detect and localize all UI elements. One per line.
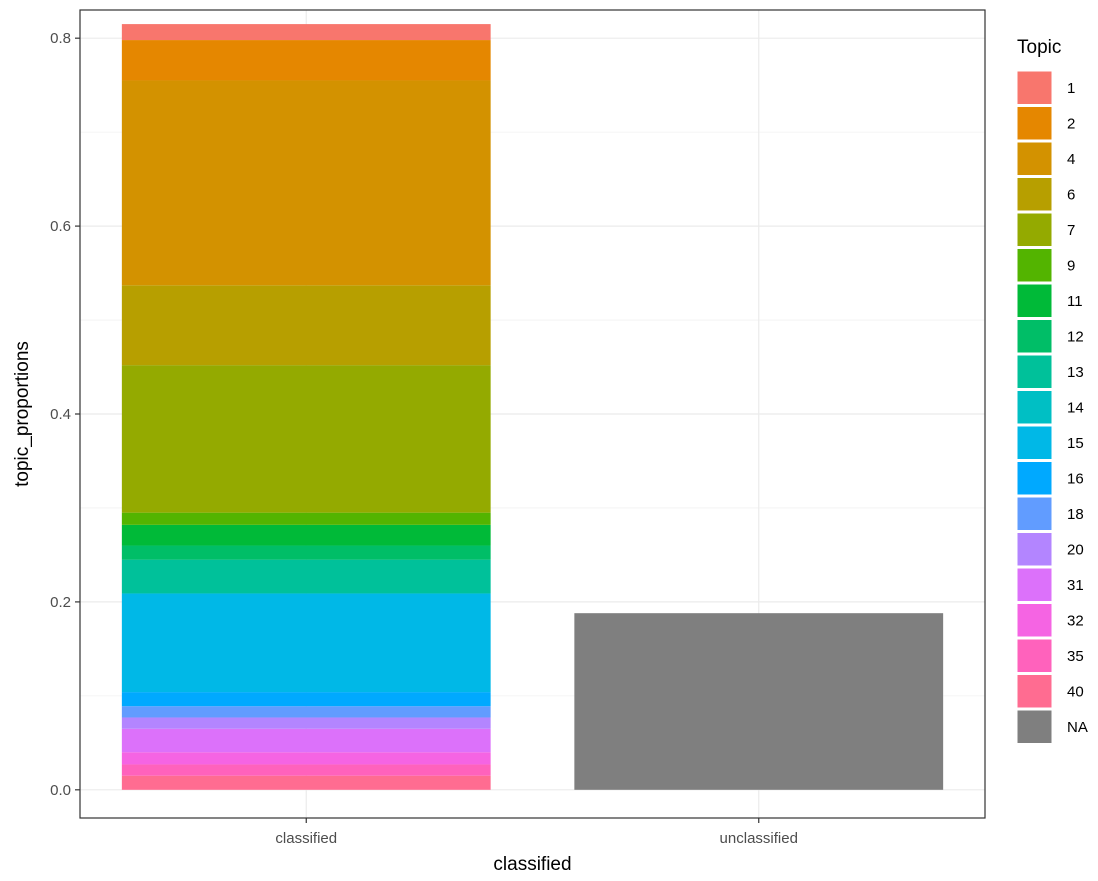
bar-segment-topic-7 bbox=[121, 365, 491, 513]
bar-segment-topic-35 bbox=[121, 764, 491, 776]
bar-segment-topic-31 bbox=[121, 728, 491, 753]
bar-segment-topic-40 bbox=[121, 775, 491, 790]
legend-key-topic-18 bbox=[1016, 496, 1053, 531]
legend-label: 18 bbox=[1067, 506, 1084, 523]
legend-label: 14 bbox=[1067, 399, 1084, 416]
bar-segment-topic-2 bbox=[121, 40, 491, 81]
bar-segment-topic-4 bbox=[121, 80, 491, 286]
legend-label: 7 bbox=[1067, 222, 1075, 239]
bar-segment-topic-13 bbox=[121, 559, 491, 594]
legend-title: Topic bbox=[1017, 37, 1061, 58]
legend-label: 40 bbox=[1067, 683, 1084, 700]
x-tick-label: classified bbox=[275, 830, 337, 847]
legend-label: 6 bbox=[1067, 186, 1075, 203]
legend-key-topic-12 bbox=[1016, 319, 1053, 354]
legend-key-topic-11 bbox=[1016, 283, 1053, 318]
legend-label: 16 bbox=[1067, 470, 1084, 487]
bar-segment-topic-18 bbox=[121, 706, 491, 718]
legend-label: 35 bbox=[1067, 648, 1084, 665]
legend-key-topic-4 bbox=[1016, 141, 1053, 176]
legend-label: 9 bbox=[1067, 257, 1075, 274]
legend-label: 4 bbox=[1067, 151, 1075, 168]
legend-key-topic-1 bbox=[1016, 70, 1053, 105]
legend-key-topic-9 bbox=[1016, 248, 1053, 283]
legend-key-topic-32 bbox=[1016, 603, 1053, 638]
legend-label: 2 bbox=[1067, 115, 1075, 132]
y-tick-label: 0.2 bbox=[50, 594, 71, 611]
y-tick-label: 0.6 bbox=[50, 218, 71, 235]
bar-segment-topic-15 bbox=[121, 593, 491, 693]
legend-key-topic-2 bbox=[1016, 106, 1053, 141]
legend-label: 11 bbox=[1067, 293, 1083, 310]
legend-label: 12 bbox=[1067, 328, 1084, 345]
legend-label: 32 bbox=[1067, 612, 1084, 629]
bar-segment-topic-6 bbox=[121, 285, 491, 366]
legend-label: 15 bbox=[1067, 435, 1084, 452]
bar-segment-topic-9 bbox=[121, 512, 491, 525]
bar-segment-topic-32 bbox=[121, 752, 491, 765]
x-axis-title: classified bbox=[493, 854, 571, 875]
legend-key-topic-6 bbox=[1016, 177, 1053, 212]
y-axis-title: topic_proportions bbox=[12, 341, 33, 487]
legend-key-topic-NA bbox=[1016, 709, 1053, 744]
legend-key-topic-40 bbox=[1016, 674, 1053, 709]
x-axis: classified unclassified bbox=[275, 818, 798, 847]
bars bbox=[121, 24, 944, 790]
bar-segment-topic-1 bbox=[121, 24, 491, 41]
y-axis: 0.0 0.2 0.4 0.6 0.8 bbox=[50, 30, 80, 799]
legend-key-topic-7 bbox=[1016, 212, 1053, 247]
bar-segment-topic-20 bbox=[121, 717, 491, 729]
y-tick-label: 0.4 bbox=[50, 406, 71, 423]
bar-segment-topic-16 bbox=[121, 692, 491, 707]
bar-segment-topic-NA bbox=[574, 613, 944, 790]
legend-key-topic-16 bbox=[1016, 461, 1053, 496]
y-tick-label: 0.8 bbox=[50, 30, 71, 47]
legend-key-topic-15 bbox=[1016, 425, 1053, 460]
legend-key-topic-35 bbox=[1016, 638, 1053, 673]
legend-key-topic-14 bbox=[1016, 390, 1053, 425]
legend-label: NA bbox=[1067, 719, 1088, 736]
bar-segment-topic-11 bbox=[121, 524, 491, 546]
legend-label: 1 bbox=[1067, 80, 1075, 97]
legend-key-topic-20 bbox=[1016, 532, 1053, 567]
legend-key-topic-13 bbox=[1016, 354, 1053, 389]
legend-label: 20 bbox=[1067, 541, 1084, 558]
y-tick-label: 0.0 bbox=[50, 782, 71, 799]
legend-label: 31 bbox=[1067, 577, 1084, 594]
bar-segment-topic-12 bbox=[121, 545, 491, 560]
legend-key-topic-31 bbox=[1016, 567, 1053, 602]
legend-label: 13 bbox=[1067, 364, 1084, 381]
x-tick-label: unclassified bbox=[720, 830, 798, 847]
